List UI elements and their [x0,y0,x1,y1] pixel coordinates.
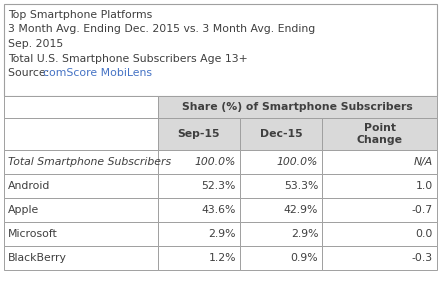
Bar [158,118,240,150]
Text: Total U.S. Smartphone Subscribers Age 13+: Total U.S. Smartphone Subscribers Age 13… [8,53,248,63]
Bar [4,198,158,222]
Text: -0.3: -0.3 [412,253,433,263]
Text: 1.0: 1.0 [416,181,433,191]
Text: Sep. 2015: Sep. 2015 [8,39,63,49]
Text: Source:: Source: [8,68,53,78]
Bar [240,150,322,174]
Text: 1.2%: 1.2% [209,253,236,263]
Bar [158,198,240,222]
Bar [322,222,437,246]
Bar [158,246,240,270]
Text: Android: Android [8,181,50,191]
Bar [4,246,158,270]
Bar [240,222,322,246]
Text: Share (%) of Smartphone Subscribers: Share (%) of Smartphone Subscribers [182,102,413,112]
Text: 53.3%: 53.3% [284,181,318,191]
Text: 0.0: 0.0 [415,229,433,239]
Bar [322,198,437,222]
Bar [4,96,158,118]
Bar [322,150,437,174]
Bar [4,222,158,246]
Text: Sep-15: Sep-15 [178,129,220,139]
Text: 52.3%: 52.3% [202,181,236,191]
Bar [240,174,322,198]
Text: 3 Month Avg. Ending Dec. 2015 vs. 3 Month Avg. Ending: 3 Month Avg. Ending Dec. 2015 vs. 3 Mont… [8,24,315,34]
Text: 2.9%: 2.9% [209,229,236,239]
Text: BlackBerry: BlackBerry [8,253,67,263]
Bar [240,246,322,270]
Bar [4,150,158,174]
Text: 2.9%: 2.9% [291,229,318,239]
Bar [4,118,158,150]
Text: 0.9%: 0.9% [291,253,318,263]
Text: 42.9%: 42.9% [284,205,318,215]
Bar [4,4,437,96]
Text: Total Smartphone Subscribers: Total Smartphone Subscribers [8,157,171,167]
Text: Dec-15: Dec-15 [260,129,303,139]
Bar [322,174,437,198]
Text: N/A: N/A [414,157,433,167]
Bar [158,222,240,246]
Text: 43.6%: 43.6% [202,205,236,215]
Text: comScore MobiLens: comScore MobiLens [43,68,152,78]
Bar [158,150,240,174]
Text: Top Smartphone Platforms: Top Smartphone Platforms [8,10,152,20]
Text: Microsoft: Microsoft [8,229,58,239]
Text: 100.0%: 100.0% [194,157,236,167]
Bar [240,198,322,222]
Bar [4,174,158,198]
Bar [240,118,322,150]
Bar [322,246,437,270]
Text: -0.7: -0.7 [412,205,433,215]
Bar [322,118,437,150]
Text: Point
Change: Point Change [357,123,403,145]
Bar [158,174,240,198]
Bar [158,96,437,118]
Text: 100.0%: 100.0% [277,157,318,167]
Text: Apple: Apple [8,205,39,215]
